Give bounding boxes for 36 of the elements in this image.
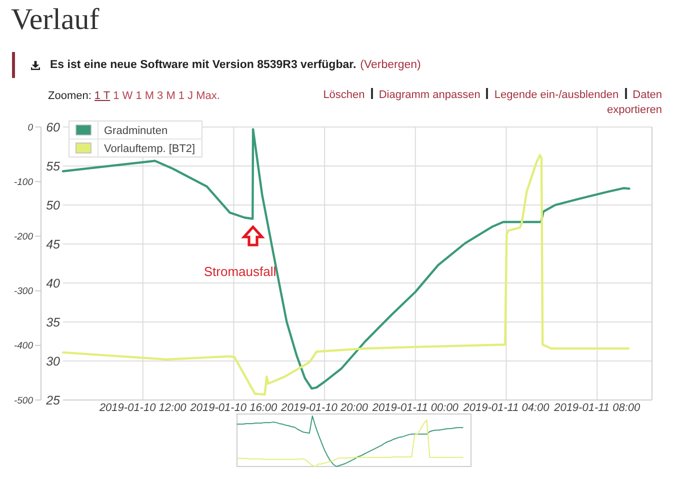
text: 1 W (113, 90, 133, 102)
x-tick-label: 2019-01-10 16:00 (189, 402, 278, 414)
text: Max. (196, 90, 220, 102)
y-tick-label: 35 (46, 315, 60, 330)
y2-tick-label: -200 (14, 232, 34, 243)
text: Löschen (323, 89, 365, 101)
text: 3 M (157, 90, 176, 102)
x-tick-label: 2019-01-11 04:00 (462, 402, 550, 414)
y2-tick-label: -400 (14, 340, 34, 352)
x-tick-label: 2019-01-11 08:00 (553, 402, 642, 414)
y2-tick-label: -100 (14, 176, 34, 188)
x-tick-label: 2019-01-11 00:00 (371, 402, 460, 414)
y-tick-label: 50 (46, 198, 60, 212)
y-tick-label: 55 (46, 159, 60, 174)
text: (Verbergen) (360, 58, 421, 70)
text: 1 M (136, 90, 154, 102)
text: Diagramm anpassen (378, 89, 480, 101)
y-tick-label: 45 (46, 237, 60, 252)
y2-tick-label: 0 (28, 122, 34, 134)
y-tick-label: 60 (46, 120, 60, 134)
annotation: Stromausfall (204, 264, 276, 279)
y-tick-label: 30 (46, 354, 60, 368)
chart-title: Verlauf (11, 3, 100, 36)
text: Zoomen: (48, 90, 92, 102)
x-tick-label: 2019-01-10 20:00 (280, 402, 369, 414)
legend-label: Vorlauftemp. [BT2] (104, 143, 196, 155)
legend-label: Gradminuten (104, 125, 168, 137)
text: 1 J (178, 90, 194, 102)
y-tick-label: 40 (46, 276, 60, 290)
text: Es ist eine neue Software mit Version 8539R3 verfügbar. (50, 58, 356, 70)
y2-tick-label: -300 (14, 286, 34, 298)
y2-tick-label: -500 (14, 395, 34, 406)
x-tick-label: 2019-01-10 12:00 (98, 402, 188, 414)
text: Legende ein-/ausblenden (494, 89, 619, 101)
text: 1 T (94, 90, 110, 102)
y-tick-label: 25 (45, 393, 60, 408)
